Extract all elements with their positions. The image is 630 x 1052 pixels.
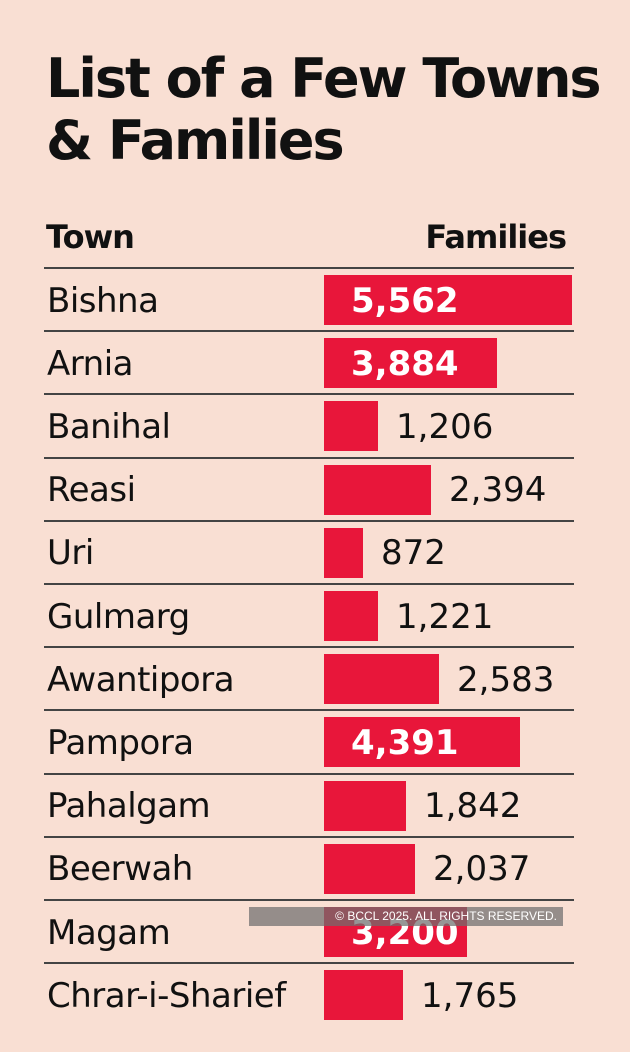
table-row: Uri 872 [44, 522, 574, 585]
table-row: Awantipora 2,583 [44, 648, 574, 711]
row-divider [44, 520, 574, 522]
families-value-label: 2,583 [457, 659, 555, 700]
families-bar [324, 275, 572, 325]
row-divider [44, 393, 574, 395]
row-divider [44, 267, 574, 269]
families-bar [324, 401, 378, 452]
families-value-label: 872 [381, 533, 446, 574]
families-value-label: 1,765 [421, 975, 519, 1016]
row-divider [44, 773, 574, 775]
row-divider [44, 457, 574, 459]
row-divider [44, 646, 574, 648]
table-header: Town Families [46, 218, 567, 266]
town-label: Awantipora [47, 659, 235, 700]
town-label: Reasi [47, 470, 136, 511]
table-row: Arnia 3,884 [44, 332, 574, 395]
row-divider [44, 962, 574, 964]
town-column-header: Town [46, 218, 135, 256]
families-bar [324, 843, 415, 894]
families-bar [324, 717, 520, 768]
row-divider [44, 836, 574, 838]
families-value-label: 2,037 [433, 849, 531, 890]
families-value-label: 2,394 [449, 470, 547, 511]
town-label: Arnia [47, 343, 133, 384]
table-row: Reasi 2,394 [44, 459, 574, 522]
town-label: Gulmarg [47, 596, 190, 637]
row-divider [44, 330, 574, 332]
table-row: Beerwah 2,037 [44, 838, 574, 901]
families-bar [324, 527, 363, 578]
families-value-label: 1,206 [396, 406, 494, 447]
families-bar [324, 464, 431, 515]
families-value-label: 3,884 [351, 343, 459, 384]
row-divider [44, 583, 574, 585]
table-row: Pampora 4,391 [44, 711, 574, 774]
row-divider [44, 899, 574, 901]
town-label: Pahalgam [47, 786, 211, 827]
town-label: Chrar-i-Sharief [47, 975, 286, 1016]
table-row: Banihal 1,206 [44, 395, 574, 458]
town-label: Beerwah [47, 849, 193, 890]
families-value-label: 1,842 [424, 786, 522, 827]
families-bar [324, 338, 497, 389]
row-divider [44, 709, 574, 711]
families-bar [324, 654, 439, 705]
town-label: Bishna [47, 280, 159, 321]
families-bar [324, 780, 406, 831]
families-value-label: 1,221 [396, 596, 494, 637]
town-label: Pampora [47, 722, 194, 763]
table-row: Gulmarg 1,221 [44, 585, 574, 648]
town-label: Magam [47, 912, 171, 953]
families-value-label: 5,562 [351, 280, 459, 321]
families-value-label: 4,391 [351, 722, 459, 763]
table-row: Pahalgam 1,842 [44, 775, 574, 838]
chart-title: List of a Few Towns & Families [46, 47, 602, 172]
families-bar [324, 970, 403, 1021]
town-label: Uri [47, 533, 94, 574]
families-bar [324, 591, 378, 641]
table-row: Bishna 5,562 [44, 269, 574, 332]
copyright-watermark: © BCCL 2025. ALL RIGHTS RESERVED. [249, 907, 563, 926]
table-row: Chrar-i-Sharief 1,765 [44, 964, 574, 1027]
families-column-header: Families [425, 218, 567, 256]
town-label: Banihal [47, 406, 171, 447]
